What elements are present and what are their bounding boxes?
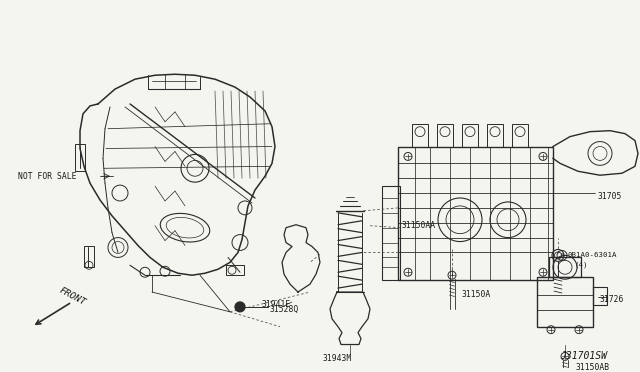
Bar: [537, 277, 593, 327]
Bar: [412, 124, 428, 147]
Text: FRONT: FRONT: [58, 286, 88, 308]
Text: 31150A: 31150A: [462, 289, 492, 298]
Bar: [462, 124, 478, 147]
Bar: [487, 124, 503, 147]
Text: (4): (4): [574, 261, 588, 267]
Bar: [549, 257, 581, 277]
Bar: [226, 265, 244, 275]
Text: NOT FOR SALE: NOT FOR SALE: [18, 172, 77, 181]
Text: 31943M: 31943M: [323, 354, 352, 363]
Bar: [437, 124, 453, 147]
Text: J31701SW: J31701SW: [560, 352, 607, 361]
Bar: [398, 147, 553, 280]
Bar: [75, 144, 85, 171]
Text: 31705: 31705: [598, 192, 622, 201]
Text: 31726: 31726: [600, 295, 625, 304]
Text: 31150AB: 31150AB: [576, 363, 610, 372]
Text: 31941E: 31941E: [262, 301, 291, 310]
Text: 0B1A0-6301A: 0B1A0-6301A: [568, 253, 618, 259]
Bar: [382, 186, 400, 280]
Bar: [84, 246, 94, 267]
Text: B: B: [560, 253, 564, 258]
Text: 31150AA: 31150AA: [402, 221, 436, 230]
Bar: [593, 287, 607, 305]
Circle shape: [235, 302, 245, 312]
Bar: [512, 124, 528, 147]
Text: 31528Q: 31528Q: [270, 305, 300, 314]
